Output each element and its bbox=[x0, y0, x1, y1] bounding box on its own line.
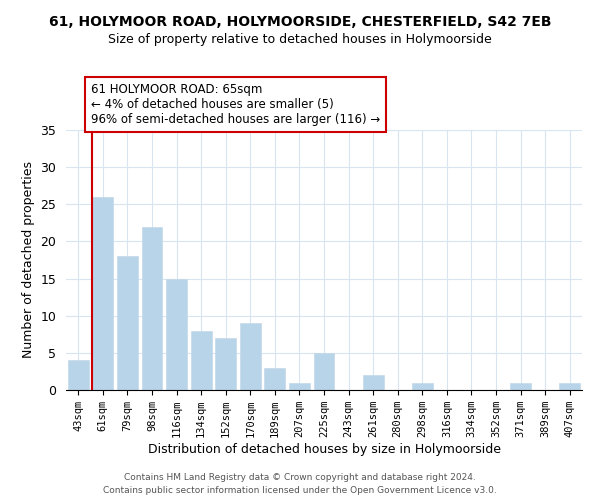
X-axis label: Distribution of detached houses by size in Holymoorside: Distribution of detached houses by size … bbox=[148, 443, 500, 456]
Bar bbox=[142, 226, 163, 390]
Bar bbox=[68, 360, 89, 390]
Bar bbox=[559, 382, 580, 390]
Text: 61 HOLYMOOR ROAD: 65sqm
← 4% of detached houses are smaller (5)
96% of semi-deta: 61 HOLYMOOR ROAD: 65sqm ← 4% of detached… bbox=[91, 84, 380, 126]
Bar bbox=[362, 375, 383, 390]
Bar bbox=[240, 323, 261, 390]
Bar bbox=[215, 338, 236, 390]
Bar bbox=[289, 382, 310, 390]
Bar bbox=[92, 197, 113, 390]
Bar bbox=[314, 353, 334, 390]
Bar bbox=[412, 382, 433, 390]
Bar bbox=[117, 256, 138, 390]
Text: Size of property relative to detached houses in Holymoorside: Size of property relative to detached ho… bbox=[108, 32, 492, 46]
Y-axis label: Number of detached properties: Number of detached properties bbox=[22, 162, 35, 358]
Text: Contains public sector information licensed under the Open Government Licence v3: Contains public sector information licen… bbox=[103, 486, 497, 495]
Text: 61, HOLYMOOR ROAD, HOLYMOORSIDE, CHESTERFIELD, S42 7EB: 61, HOLYMOOR ROAD, HOLYMOORSIDE, CHESTER… bbox=[49, 15, 551, 29]
Bar bbox=[510, 382, 531, 390]
Bar bbox=[166, 278, 187, 390]
Bar bbox=[265, 368, 286, 390]
Bar bbox=[191, 330, 212, 390]
Text: Contains HM Land Registry data © Crown copyright and database right 2024.: Contains HM Land Registry data © Crown c… bbox=[124, 474, 476, 482]
